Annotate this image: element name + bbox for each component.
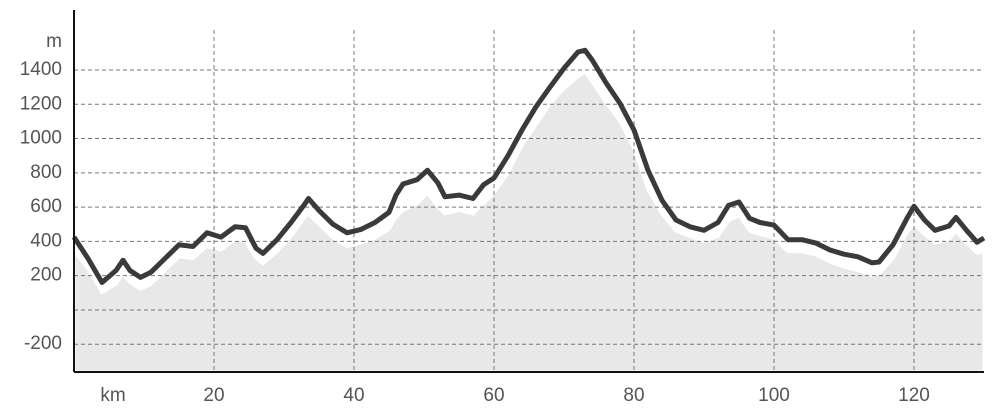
y-tick-label: 600 — [30, 196, 62, 217]
x-tick-label: 40 — [343, 385, 364, 406]
y-tick-label: 200 — [30, 265, 62, 286]
elevation-line — [71, 47, 986, 285]
x-tick-label: 80 — [623, 385, 644, 406]
y-tick-label: -200 — [24, 333, 62, 354]
x-tick-label: 120 — [898, 385, 930, 406]
x-tick-label: 60 — [483, 385, 504, 406]
y-axis-label: m — [46, 31, 62, 52]
x-tick-label: 20 — [203, 385, 224, 406]
x-axis-label: km — [100, 385, 125, 406]
y-tick-label: 400 — [30, 230, 62, 251]
y-tick-label: 800 — [30, 162, 62, 183]
terrain-area — [72, 69, 986, 374]
y-tick-label: 1400 — [20, 59, 62, 80]
x-tick-label: 100 — [758, 385, 790, 406]
y-tick-label: 1000 — [20, 128, 62, 149]
y-tick-label: 1200 — [20, 93, 62, 114]
